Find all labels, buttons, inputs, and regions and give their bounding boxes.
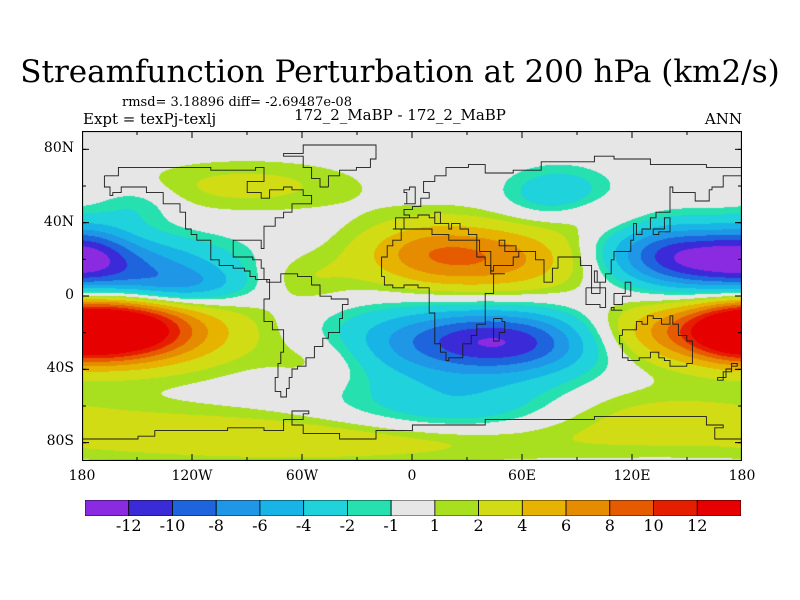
colorbar-swatch (565, 500, 611, 516)
coastline-2 (381, 228, 505, 362)
colorbar-swatch (521, 500, 567, 516)
colorbar-label: -10 (159, 516, 186, 535)
colorbar-swatch (609, 500, 654, 516)
colorbar-label: 10 (643, 516, 664, 535)
ytick-label: 0 (65, 287, 74, 303)
xtick-label: 180 (68, 468, 96, 484)
colorbar-label: 2 (473, 516, 484, 535)
colorbar-swatch (259, 500, 305, 516)
coastline-5 (283, 144, 377, 188)
coastlines (82, 144, 742, 440)
colorbar-label: -2 (339, 516, 356, 535)
coastline-9 (652, 217, 671, 236)
colorbar-label: -6 (252, 516, 268, 535)
xtick-label: 60E (507, 468, 537, 484)
contour-field (82, 131, 742, 461)
coastline-6 (82, 410, 742, 440)
xtick-label: 120E (613, 468, 651, 484)
coastline-10 (585, 287, 607, 308)
coastline-4 (619, 315, 693, 367)
xtick-label: 60W (285, 468, 319, 484)
case-label: 172_2_MaBP - 172_2_MaBP (294, 106, 506, 124)
coastline-7 (403, 186, 416, 205)
colorbar-swatch (434, 500, 479, 516)
coastline-11 (610, 306, 623, 311)
colorbar-swatch (346, 500, 392, 516)
colorbar-label: 1 (429, 516, 440, 535)
xtick-label: 120W (171, 468, 213, 484)
experiment-label: Expt = texPj-texlj (83, 110, 217, 128)
colorbar-label: 4 (517, 516, 528, 535)
colorbar-swatch (215, 500, 261, 516)
colorbar-label: 12 (687, 516, 708, 535)
coastline-12 (613, 281, 632, 306)
colorbar-label: 6 (560, 516, 572, 535)
colorbar-label: -4 (295, 516, 312, 535)
colorbar-swatch (478, 500, 523, 516)
colorbar-label: -1 (383, 516, 399, 535)
ytick-label: 80N (43, 140, 74, 156)
colorbar-swatch (128, 500, 173, 516)
colorbar-swatch (85, 500, 130, 516)
xtick-label: 180 (728, 468, 756, 484)
colorbar-swatch (303, 500, 348, 516)
colorbar-swatch (653, 500, 698, 516)
colorbar (85, 500, 741, 516)
colorbar-label: 8 (604, 516, 615, 535)
chart-title: Streamfunction Perturbation at 200 hPa (… (20, 54, 780, 90)
coastline-1 (263, 273, 349, 398)
stats-label: rmsd= 3.18896 diff= -2.69487e-08 (122, 95, 352, 110)
colorbar-label: -8 (208, 516, 224, 535)
coastline-13 (717, 362, 738, 381)
ytick-label: 40N (43, 214, 74, 230)
colorbar-swatch (696, 500, 741, 516)
plot-frame (82, 131, 742, 461)
season-label: ANN (704, 110, 742, 128)
coastline-8 (493, 318, 506, 342)
coastline-0 (103, 166, 313, 283)
colorbar-label: -12 (115, 516, 142, 535)
xtick-label: 0 (407, 468, 417, 484)
ytick-label: 80S (46, 433, 74, 449)
contour-map (82, 131, 742, 461)
coastline-3 (392, 155, 742, 294)
colorbar-swatch (390, 500, 436, 516)
colorbar-swatch (172, 500, 217, 516)
ytick-label: 40S (46, 360, 74, 376)
